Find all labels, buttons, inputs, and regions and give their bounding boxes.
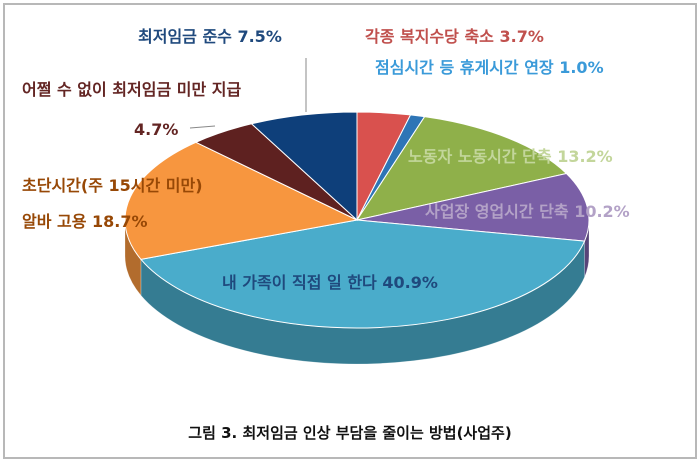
value-label: 40.9%	[382, 273, 438, 292]
slice	[124, 141, 359, 260]
data-label: 각종 복지수당 축소 3.7%	[365, 22, 665, 52]
value-label: 13.2%	[557, 147, 613, 166]
category-label: 초단시간(주 15시간 미만) 알바 고용	[22, 176, 203, 231]
data-label: 점심시간 등 휴게시간 연장 1.0%	[375, 53, 695, 83]
frame	[3, 3, 697, 459]
data-label: 내 가족이 직접 일 한다 40.9%	[222, 268, 542, 298]
data-label: 어쩔 수 없이 최저임금 미만 지급 4.7%	[22, 70, 322, 150]
slice	[250, 111, 358, 222]
value-label: 1.0%	[559, 58, 604, 77]
category-label: 어쩔 수 없이 최저임금 미만 지급	[22, 80, 242, 99]
value-label: 18.7%	[92, 212, 148, 231]
category-label: 사업장 영업시간 단축	[425, 202, 569, 221]
value-label: 7.5%	[237, 27, 282, 46]
category-label: 최저임금 준수	[138, 27, 232, 46]
category-label: 내 가족이 직접 일 한다	[222, 273, 377, 292]
slice	[355, 116, 568, 221]
chart-title: 그림 3. 최저임금 인상 부담을 줄이는 방법(사업주)	[188, 424, 512, 442]
data-label: 최저임금 준수 7.5%	[138, 22, 338, 52]
value-label: 3.7%	[499, 27, 544, 46]
slice	[356, 172, 590, 242]
category-label: 노동자 노동시간 단축	[408, 147, 552, 166]
data-label: 사업장 영업시간 단축 10.2%	[425, 197, 700, 227]
data-label: 초단시간(주 15시간 미만) 알바 고용 18.7%	[22, 168, 212, 240]
data-label: 노동자 노동시간 단축 13.2%	[408, 142, 698, 172]
value-label: 4.7%	[134, 120, 179, 139]
category-label: 점심시간 등 휴게시간 연장	[375, 58, 554, 77]
leader-line	[189, 125, 216, 129]
slice	[139, 219, 586, 329]
category-label: 각종 복지수당 축소	[365, 27, 494, 46]
value-label: 10.2%	[574, 202, 630, 221]
